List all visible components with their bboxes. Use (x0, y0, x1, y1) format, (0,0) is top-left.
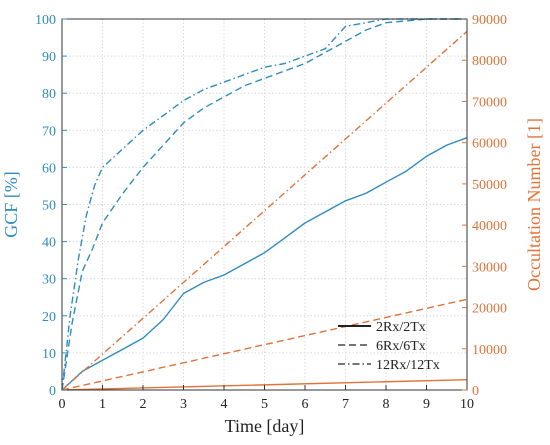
x-tick-label: 4 (221, 397, 228, 412)
grid (62, 19, 467, 390)
x-tick-label: 3 (180, 397, 187, 412)
x-axis-title: Time [day] (225, 416, 305, 436)
legend-label: 6Rx/6Tx (376, 339, 426, 354)
y-left-tick-label: 90 (42, 50, 56, 65)
y-left-tick-label: 10 (42, 347, 56, 362)
x-tick-label: 6 (302, 397, 309, 412)
legend-label: 12Rx/12Tx (376, 358, 440, 373)
x-tick-label: 0 (59, 397, 66, 412)
y-right-tick-label: 30000 (472, 260, 507, 275)
y-left-tick-label: 50 (42, 199, 56, 214)
x-tick-label: 5 (261, 397, 268, 412)
series-line-right-solid (61, 379, 468, 391)
legend: 2Rx/2Tx 6Rx/6Tx 12Rx/12Tx (338, 320, 440, 373)
y-left-tick-label: 20 (42, 310, 56, 325)
y-right-tick-label: 90000 (472, 13, 507, 28)
series-line-right-dashdot (61, 30, 468, 391)
y-right-tick-label: 60000 (472, 137, 507, 152)
y-left-tick-label: 40 (42, 236, 56, 251)
x-tick-label: 9 (423, 397, 430, 412)
series-line-left-dashdot (61, 18, 467, 391)
y-left-tick-label: 0 (49, 384, 56, 399)
x-tick-label: 2 (140, 397, 147, 412)
legend-label: 2Rx/2Tx (376, 320, 426, 335)
series-group (61, 18, 468, 391)
x-tick-label: 8 (383, 397, 390, 412)
series-line-left-solid (61, 137, 468, 391)
x-tick-label: 10 (460, 397, 474, 412)
y-right-tick-label: 0 (472, 384, 479, 399)
x-tick-label: 1 (99, 397, 106, 412)
y-left-tick-label: 30 (42, 273, 56, 288)
series-line-left-dashed (61, 18, 467, 391)
series-line-right-dashed (61, 298, 468, 391)
y-left-tick-label: 100 (35, 13, 56, 28)
x-tick-label: 7 (342, 397, 349, 412)
y-right-tick-label: 10000 (472, 343, 507, 358)
y-left-tick-label: 60 (42, 161, 56, 176)
y-right-tick-label: 40000 (472, 219, 507, 234)
y-right-tick-label: 20000 (472, 302, 507, 317)
y-right-tick-label: 50000 (472, 178, 507, 193)
y-left-tick-label: 70 (42, 124, 56, 139)
y-axis-right-title: Occultation Number [1] (524, 118, 544, 291)
y-right-tick-label: 70000 (472, 95, 507, 110)
y-right-tick-label: 80000 (472, 54, 507, 69)
y-axis-left-title: GCF [%] (1, 171, 21, 238)
y-left-tick-label: 80 (42, 87, 56, 102)
ticks: 0 1 2 3 4 5 6 7 8 9 100102030405060708090100010000… (35, 13, 507, 412)
